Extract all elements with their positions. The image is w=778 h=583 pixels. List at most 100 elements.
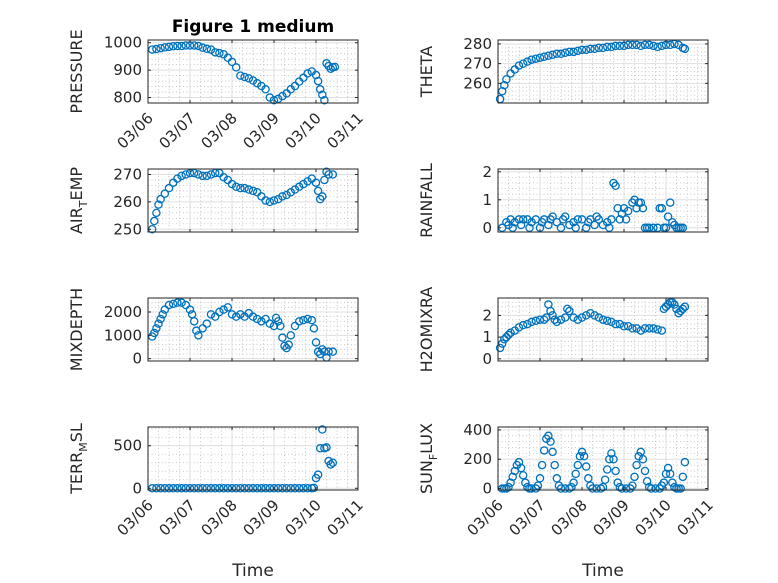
data-point (560, 212, 570, 221)
y-axis-label-air-temp: AIRTEMP (67, 167, 90, 234)
data-point (185, 305, 195, 314)
data-point (615, 319, 625, 329)
data-point (324, 170, 333, 179)
data-point (556, 484, 566, 493)
data-point (596, 484, 606, 493)
data-point (607, 215, 616, 224)
data-point (227, 179, 237, 189)
data-point (273, 194, 283, 204)
y-tick-label: 0 (132, 479, 142, 497)
y-tick-label: 500 (113, 437, 142, 455)
y-axis-label-terr-msl: TERRMSL (67, 423, 90, 495)
data-point (177, 41, 186, 51)
data-point (609, 454, 618, 464)
data-point (644, 482, 654, 492)
data-point (615, 215, 625, 224)
data-point (523, 319, 532, 329)
data-point (303, 314, 312, 324)
data-point (588, 484, 597, 493)
data-point (311, 338, 321, 347)
data-point (516, 220, 526, 230)
data-point (680, 302, 690, 311)
y-tick-label: 0 (132, 350, 142, 368)
data-point (663, 212, 673, 221)
data-point (636, 447, 646, 457)
data-point (552, 49, 562, 59)
data-point (594, 43, 604, 53)
data-point (602, 316, 612, 326)
data-point (164, 300, 174, 310)
data-point (668, 298, 677, 307)
data-point (189, 168, 199, 178)
data-point (303, 177, 312, 186)
data-point (248, 312, 258, 321)
data-point (315, 444, 325, 453)
data-point (202, 319, 212, 328)
data-point (653, 42, 662, 52)
data-point (198, 43, 207, 52)
data-point (502, 332, 511, 342)
data-point (257, 317, 266, 326)
y-axis-label-sun-flux: SUNFLUX (417, 423, 440, 494)
data-point (571, 223, 580, 233)
data-point (506, 478, 515, 487)
data-point (615, 41, 625, 51)
data-point (636, 41, 646, 51)
data-point (623, 321, 633, 331)
data-point (607, 317, 616, 327)
data-point (248, 76, 258, 85)
data-point (605, 454, 614, 464)
data-point (638, 203, 648, 213)
axes-frame-pressure (147, 39, 359, 104)
data-point (160, 43, 170, 52)
data-point (273, 94, 283, 104)
data-point (514, 457, 524, 467)
data-point (649, 41, 658, 51)
data-point (202, 44, 212, 54)
y-tick-label: 270 (113, 165, 142, 183)
data-point (299, 315, 308, 325)
y-tick-label: 1 (482, 328, 492, 346)
data-point (173, 41, 182, 51)
data-point (315, 85, 325, 94)
data-point (265, 197, 275, 207)
data-point (156, 43, 165, 53)
data-point (240, 183, 249, 193)
data-point (261, 85, 270, 94)
data-point (320, 96, 329, 105)
data-point (527, 217, 536, 227)
y-axis-label-mixdepth: MIXDEPTH (67, 288, 86, 371)
data-point (649, 223, 658, 233)
data-point (313, 186, 323, 196)
data-point (657, 326, 667, 335)
data-point (299, 179, 308, 189)
data-point (198, 171, 207, 181)
data-point (206, 45, 216, 54)
data-point (231, 63, 241, 72)
data-point (282, 484, 291, 493)
data-point (623, 206, 633, 216)
data-point (276, 321, 285, 331)
data-point (206, 310, 216, 319)
data-point (594, 313, 604, 322)
data-point (657, 41, 667, 51)
data-point (556, 315, 566, 324)
data-point (644, 324, 654, 333)
data-point (189, 484, 199, 493)
data-point (294, 182, 304, 192)
data-point (577, 447, 587, 457)
panel-air-temp: 250 260 270 AIRTEMP (67, 165, 359, 238)
data-point (598, 43, 608, 53)
axes-frame-terr-msl (147, 426, 359, 491)
data-point (215, 307, 224, 317)
data-point (586, 44, 595, 54)
data-point (678, 223, 688, 233)
data-point (160, 189, 170, 198)
data-point (531, 54, 541, 63)
data-point (539, 52, 549, 61)
data-point (577, 313, 587, 322)
data-point (194, 484, 203, 493)
data-point (160, 305, 170, 314)
data-point (194, 331, 203, 340)
data-point (579, 452, 589, 461)
